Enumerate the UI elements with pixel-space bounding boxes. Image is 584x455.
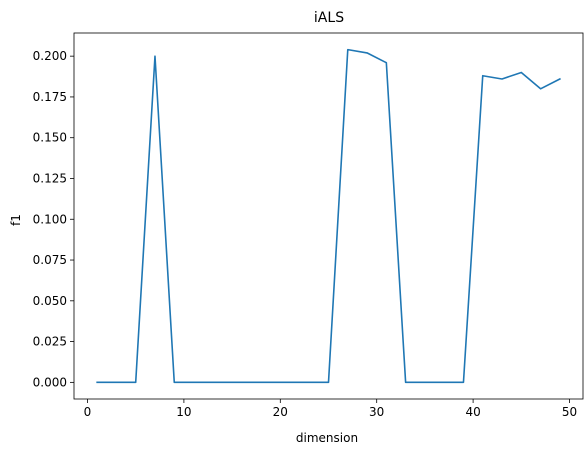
chart-title: iALS	[314, 10, 344, 26]
x-tick-label: 10	[176, 405, 191, 419]
y-tick-label: 0.150	[33, 131, 67, 145]
y-tick-label: 0.050	[33, 294, 67, 308]
y-tick-label: 0.200	[33, 49, 67, 63]
plot-area: 0 10 20 30 40 50 0.000 0.025 0.050 0.075 0.100 0.12…	[33, 32, 584, 419]
series-line	[96, 48, 561, 384]
y-tick-label: 0.125	[33, 171, 67, 185]
y-tick-label: 0.000	[33, 375, 67, 389]
x-tick-label: 40	[465, 405, 480, 419]
y-tick-label: 0.100	[33, 212, 67, 226]
x-tick-label: 30	[369, 405, 384, 419]
x-tick-label: 50	[562, 405, 577, 419]
x-tick-label: 0	[84, 405, 92, 419]
x-axis-title: dimension	[296, 431, 358, 445]
y-tick-label: 0.025	[33, 335, 67, 349]
x-tick-label: 20	[273, 405, 288, 419]
y-tick-label: 0.175	[33, 90, 67, 104]
y-tick-label: 0.075	[33, 253, 67, 267]
axes-frame	[73, 32, 584, 400]
y-axis-title: f1	[9, 214, 23, 226]
